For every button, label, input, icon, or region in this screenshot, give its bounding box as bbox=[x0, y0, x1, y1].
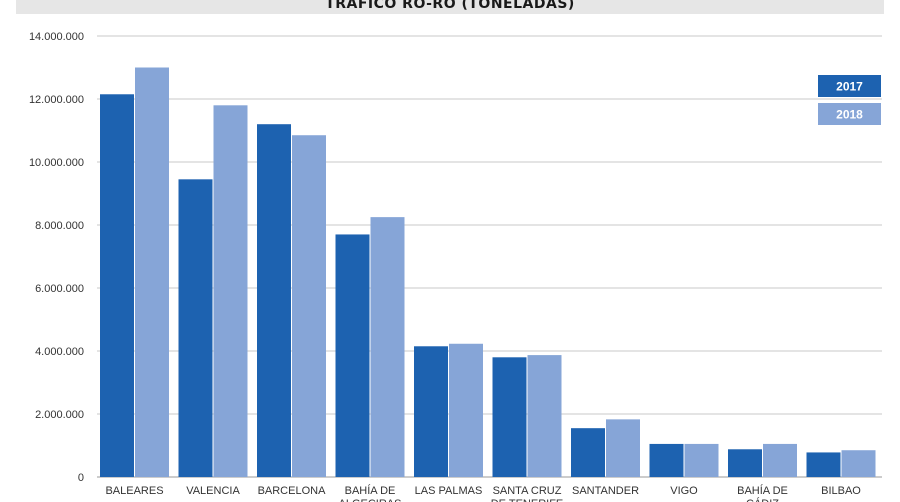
x-tick-label: SANTANDER bbox=[572, 485, 639, 497]
bar-2017 bbox=[806, 452, 841, 477]
bar-2018 bbox=[527, 355, 562, 477]
x-tick-label: VALENCIA bbox=[186, 485, 240, 497]
x-tick-label: VIGO bbox=[670, 485, 698, 497]
bar-2017 bbox=[728, 449, 762, 477]
x-tick-label: LAS PALMAS bbox=[415, 485, 483, 497]
bar-2018 bbox=[213, 105, 248, 478]
chart-title-bar: TRÁFICO RO-RO (TONELADAS) bbox=[16, 0, 884, 14]
x-tick-label: BAHÍA DECÁDIZ bbox=[737, 484, 788, 502]
x-tick-label: SANTA CRUZDE TENERIFE bbox=[491, 485, 564, 502]
y-tick-label: 12.000.000 bbox=[29, 94, 84, 106]
bar-2017 bbox=[571, 428, 605, 477]
bar-2018 bbox=[763, 443, 797, 477]
chart-title: TRÁFICO RO-RO (TONELADAS) bbox=[325, 0, 575, 12]
x-tick-label: BAHÍA DEALGECIRAS bbox=[339, 484, 402, 502]
legend: 2017 2018 bbox=[818, 75, 881, 125]
legend-swatch-2018 bbox=[818, 103, 881, 125]
bar-2017 bbox=[257, 124, 291, 477]
x-tick-label: BARCELONA bbox=[258, 485, 327, 497]
y-axis-ticks: 0 2.000.000 4.000.000 6.000.000 8.000.000 10.… bbox=[29, 31, 84, 484]
bar-2018 bbox=[135, 67, 169, 477]
x-tick-label: BILBAO bbox=[821, 485, 861, 497]
bar-2017 bbox=[649, 443, 684, 477]
bar-2018 bbox=[684, 443, 719, 477]
bars bbox=[100, 67, 876, 478]
y-tick-label: 8.000.000 bbox=[35, 220, 84, 232]
bar-2018 bbox=[449, 343, 483, 477]
bar-2018 bbox=[292, 135, 326, 477]
bar-2017 bbox=[178, 179, 213, 477]
legend-swatch-2017 bbox=[818, 75, 881, 97]
bar-2017 bbox=[492, 357, 527, 477]
bar-2017 bbox=[100, 94, 134, 478]
y-tick-label: 10.000.000 bbox=[29, 157, 84, 169]
legend-label-2018: 2018 bbox=[836, 108, 863, 122]
x-tick-label: BALEARES bbox=[105, 485, 163, 497]
x-axis-labels: BALEARES VALENCIA BARCELONA BAHÍA DEALGECIR… bbox=[105, 484, 861, 502]
y-tick-label: 6.000.000 bbox=[35, 283, 84, 295]
y-tick-label: 2.000.000 bbox=[35, 409, 84, 421]
bar-2017 bbox=[335, 234, 370, 477]
y-tick-label: 14.000.000 bbox=[29, 31, 84, 43]
y-tick-label: 4.000.000 bbox=[35, 346, 84, 358]
bar-2018 bbox=[841, 450, 876, 477]
y-tick-label: 0 bbox=[78, 472, 84, 484]
bar-2017 bbox=[414, 346, 448, 477]
bar-2018 bbox=[606, 419, 640, 477]
legend-label-2017: 2017 bbox=[836, 80, 863, 94]
bar-2018 bbox=[370, 217, 405, 477]
